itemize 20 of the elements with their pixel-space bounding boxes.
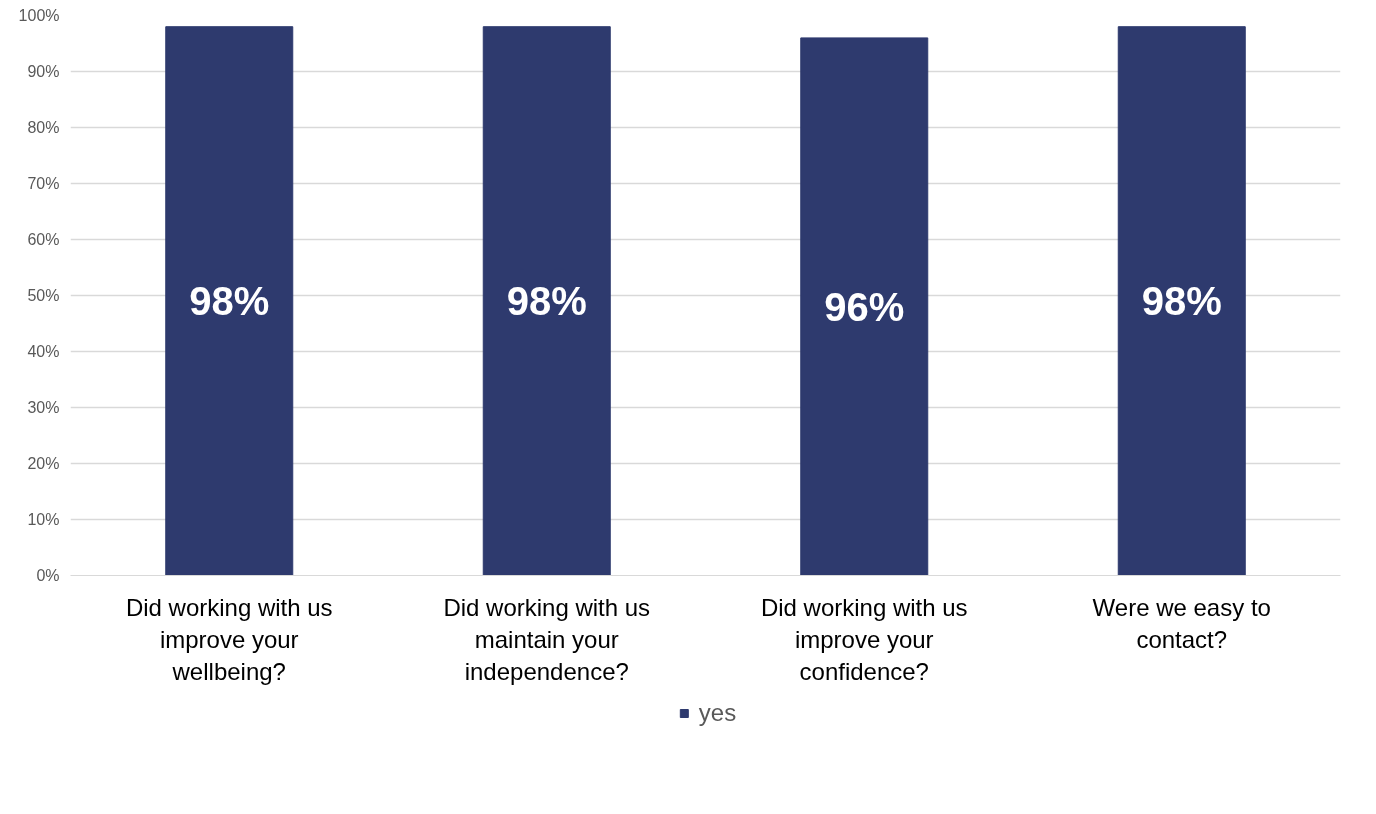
y-tick-label: 100% — [18, 7, 60, 24]
x-tick-label: Were we easy to contact? — [1092, 593, 1271, 653]
x-tick-label: Did working with us improve your wellbeing? — [125, 593, 333, 686]
text: 98% — [1141, 279, 1222, 324]
y-tick-label: 10% — [27, 511, 60, 528]
y-tick-label: 60% — [27, 231, 60, 248]
y-tick-label: 30% — [27, 399, 60, 416]
x-tick-label: Did working with us maintain your independence? — [443, 593, 651, 686]
y-tick-label: 40% — [27, 343, 60, 360]
y-tick-label: 20% — [27, 455, 60, 472]
text: 98% — [506, 279, 587, 324]
y-tick-label: 90% — [27, 63, 60, 80]
text: 98% — [189, 279, 270, 324]
y-tick-label: 80% — [27, 119, 60, 136]
text: 96% — [824, 284, 905, 329]
legend-label: yes — [698, 699, 737, 727]
y-tick-label: 70% — [27, 175, 60, 192]
x-tick-label: Did working with us improve your confidence? — [760, 593, 968, 686]
y-tick-label: 0% — [36, 567, 60, 584]
y-tick-label: 50% — [27, 287, 60, 304]
